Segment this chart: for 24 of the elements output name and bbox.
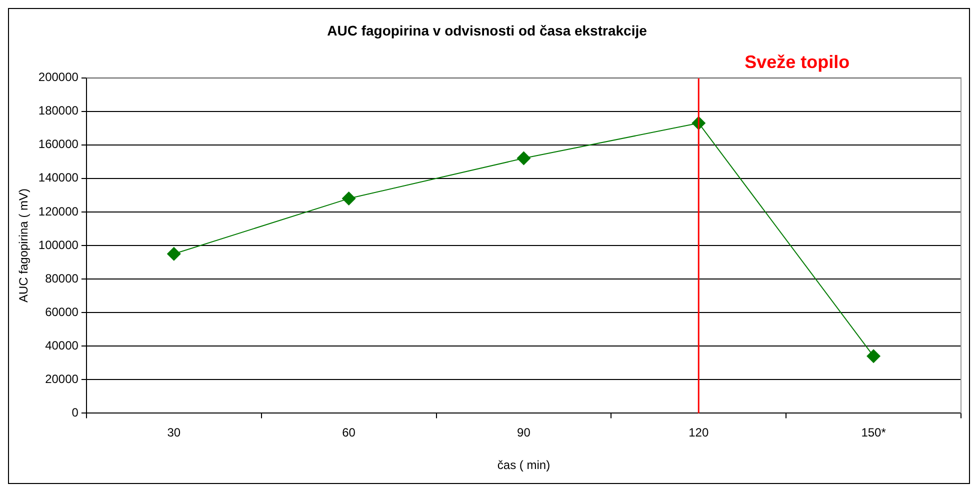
x-tick-label: 150* — [861, 426, 886, 440]
y-tick-label: 80000 — [45, 271, 79, 286]
y-tick-label: 40000 — [45, 338, 79, 352]
y-tick-label: 60000 — [45, 304, 79, 319]
y-tick-label: 140000 — [38, 170, 79, 185]
y-tick-label: 120000 — [38, 204, 79, 218]
point — [166, 246, 181, 261]
x-axis-title: čas ( min) — [497, 458, 550, 472]
y-tick-label: 160000 — [38, 137, 79, 152]
y-tick-label: 100000 — [38, 238, 79, 252]
x-tick-label: 120 — [688, 426, 709, 440]
point — [342, 192, 356, 206]
point — [866, 349, 881, 364]
y-tick-label: 180000 — [38, 104, 79, 118]
y-axis-title: AUC fagopirina ( mV) — [16, 188, 31, 303]
x-tick-label: 90 — [517, 426, 531, 440]
y-tick-label: 200000 — [38, 70, 79, 84]
chart-title: AUC fagopirina v odvisnosti od časa ekstrakcije — [327, 22, 648, 38]
ref-line-label: Sveže topilo — [744, 52, 850, 72]
y-tick-label: 0 — [72, 406, 79, 420]
point — [516, 151, 531, 166]
x-tick-label: 30 — [167, 426, 181, 440]
x-tick-label: 60 — [342, 426, 356, 440]
y-tick-label: 20000 — [45, 372, 79, 386]
